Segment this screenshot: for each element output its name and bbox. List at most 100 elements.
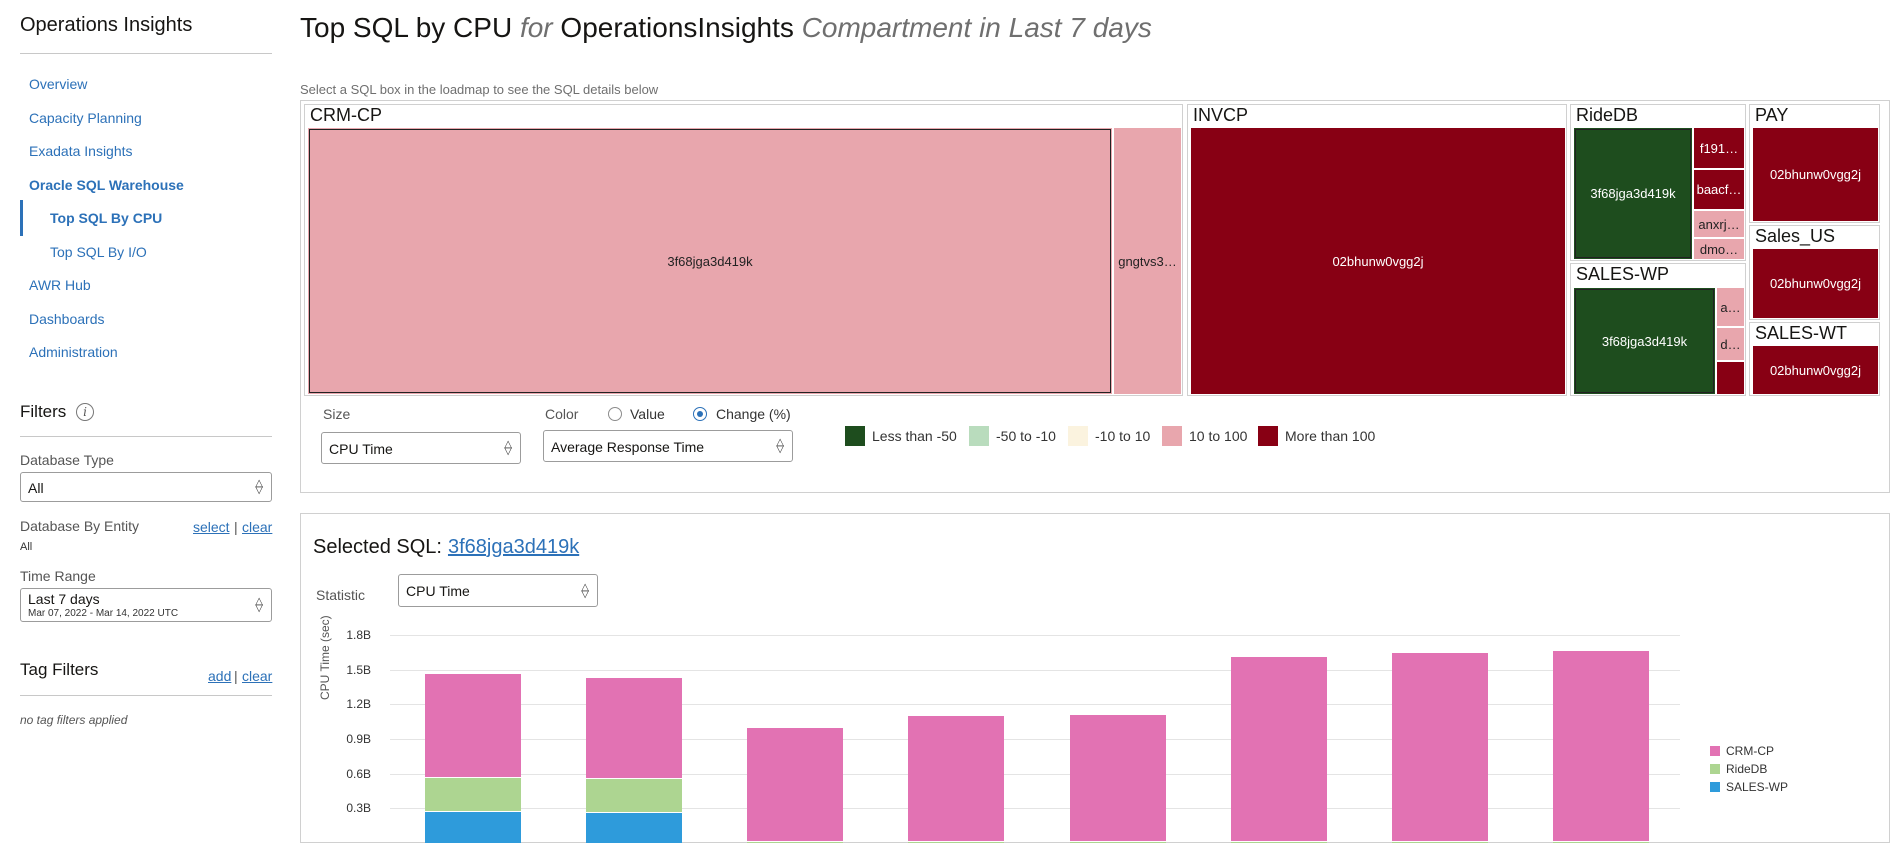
treemap-cell[interactable]: d… — [1716, 327, 1745, 361]
divider — [20, 53, 272, 54]
nav-awr-hub[interactable]: AWR Hub — [29, 277, 91, 293]
chart-legend-label[interactable]: SALES-WP — [1726, 780, 1789, 794]
treemap-cell[interactable]: 02bhunw0vgg2j — [1190, 127, 1566, 395]
bar-segment-crm-cp[interactable] — [747, 727, 844, 841]
db-entity-label: Database By Entity — [20, 518, 140, 534]
chevron-updown-icon: △ ▽ — [504, 439, 512, 457]
bar-segment-sales-wp[interactable] — [424, 810, 521, 843]
filters-title: Filters — [20, 402, 67, 421]
chart-legend-swatch — [1710, 764, 1720, 774]
treemap-cell[interactable]: 3f68jga3d419k — [1573, 287, 1716, 395]
db-entity-value: All — [20, 541, 33, 553]
bar-segment-crm-cp[interactable] — [1392, 652, 1489, 841]
legend-swatch — [969, 426, 989, 446]
tag-add-link[interactable]: add — [208, 668, 232, 684]
y-tick-label: 0.9B — [346, 732, 371, 746]
db-entity-select-link[interactable]: select — [193, 519, 230, 535]
db-type-select[interactable]: All △ ▽ — [20, 472, 272, 502]
nav-top-sql-by-cpu[interactable]: Top SQL By CPU — [50, 210, 163, 226]
active-nav-indicator — [20, 200, 23, 236]
treemap-cell[interactable]: a… — [1716, 287, 1745, 327]
size-value: CPU Time — [329, 441, 393, 457]
chart-legend-label[interactable]: RideDB — [1726, 762, 1768, 776]
treemap-cell[interactable]: 3f68jga3d419k — [307, 127, 1113, 395]
treemap-group-invcp: INVCP 02bhunw0vgg2j — [1187, 104, 1567, 396]
bar-segment-crm-cp[interactable] — [1230, 655, 1327, 841]
legend-swatch — [845, 426, 865, 446]
title-compartment: OperationsInsights — [560, 12, 794, 43]
time-range-select[interactable]: Last 7 days Mar 07, 2022 - Mar 14, 2022 … — [20, 588, 272, 622]
treemap-cell[interactable]: f191… — [1693, 127, 1745, 169]
size-select[interactable]: CPU Time △ ▽ — [321, 432, 521, 464]
bar-segment-crm-cp[interactable] — [1553, 650, 1650, 841]
group-label: CRM-CP — [310, 105, 382, 125]
db-type-value: All — [28, 480, 44, 496]
bar-segment-sales-wp[interactable] — [585, 811, 682, 843]
legend-swatch — [1162, 426, 1182, 446]
legend-label: More than 100 — [1285, 428, 1376, 444]
legend-label: -50 to -10 — [996, 428, 1056, 444]
treemap-group-pay: PAY 02bhunw0vgg2j — [1749, 104, 1880, 223]
bar-segment-ridedb[interactable] — [585, 778, 682, 812]
treemap-cell[interactable]: baacf… — [1693, 169, 1745, 210]
legend-swatch — [1258, 426, 1278, 446]
selected-sql-link[interactable]: 3f68jga3d419k — [447, 536, 580, 558]
nav-administration[interactable]: Administration — [29, 344, 118, 360]
nav-top-sql-by-io[interactable]: Top SQL By I/O — [50, 244, 147, 260]
nav-dashboards[interactable]: Dashboards — [29, 311, 105, 327]
y-tick-label: 1.2B — [346, 697, 371, 712]
nav-capacity-planning[interactable]: Capacity Planning — [29, 110, 142, 126]
title-range: Compartment in Last 7 days — [801, 12, 1152, 43]
legend-label: Less than -50 — [872, 428, 957, 444]
bar-segment-crm-cp[interactable] — [908, 714, 1005, 841]
bar-segment-crm-cp[interactable] — [1069, 713, 1166, 841]
divider — [20, 436, 272, 437]
chevron-updown-icon: △ ▽ — [255, 596, 263, 614]
info-icon[interactable]: i — [76, 403, 94, 421]
bar-segment-crm-cp[interactable] — [585, 676, 682, 779]
treemap-cell[interactable] — [1716, 361, 1745, 395]
page-title: Top SQL by CPU for OperationsInsights Co… — [300, 12, 1152, 44]
nav-exadata-insights[interactable]: Exadata Insights — [29, 143, 133, 159]
gridline — [390, 635, 1680, 636]
tag-clear-link[interactable]: clear — [242, 668, 273, 684]
legend-label: -10 to 10 — [1095, 428, 1151, 444]
gridline — [390, 808, 1680, 810]
treemap-cell[interactable]: gngtvs3… — [1113, 127, 1182, 395]
bar-segment-crm-cp[interactable] — [424, 673, 521, 778]
chart-legend-swatch — [1710, 782, 1720, 792]
group-label: PAY — [1755, 105, 1789, 125]
radio-value[interactable] — [608, 407, 622, 421]
treemap-cell[interactable]: 02bhunw0vgg2j — [1752, 127, 1879, 222]
radio-change-percent[interactable] — [693, 407, 707, 421]
y-tick-label: 1.5B — [346, 662, 371, 677]
chevron-updown-icon: △ ▽ — [255, 478, 263, 496]
color-label: Color — [545, 406, 579, 422]
gridline — [390, 704, 1680, 706]
legend-label: 10 to 100 — [1189, 428, 1248, 444]
treemap-cell[interactable]: 3f68jga3d419k — [1573, 127, 1693, 260]
db-entity-clear-link[interactable]: clear — [242, 519, 273, 535]
statistic-label: Statistic — [316, 587, 366, 603]
no-tags-note: no tag filters applied — [20, 713, 128, 727]
gridline — [390, 773, 1680, 775]
bar-segment-ridedb[interactable] — [424, 777, 521, 811]
group-label: Sales_US — [1755, 226, 1836, 246]
group-label: SALES-WP — [1576, 264, 1670, 284]
treemap-cell[interactable]: 02bhunw0vgg2j — [1752, 345, 1879, 395]
radio-value-label: Value — [630, 406, 665, 422]
nav-overview[interactable]: Overview — [29, 76, 88, 92]
tag-filters-title: Tag Filters — [20, 660, 99, 679]
statistic-select[interactable]: CPU Time △ ▽ — [398, 574, 598, 607]
treemap-cell[interactable]: anxrj… — [1693, 210, 1745, 238]
gridline — [390, 739, 1680, 740]
chart-legend-label[interactable]: CRM-CP — [1726, 744, 1774, 758]
color-select[interactable]: Average Response Time △ ▽ — [543, 430, 793, 462]
treemap-cell[interactable]: 02bhunw0vgg2j — [1752, 248, 1879, 319]
selected-sql-heading: Selected SQL: 3f68jga3d419k — [313, 536, 579, 559]
y-axis-label: CPU Time (sec) — [318, 615, 332, 700]
treemap-cell[interactable]: dmo… — [1693, 238, 1745, 260]
nav-oracle-sql-warehouse[interactable]: Oracle SQL Warehouse — [29, 177, 184, 193]
time-range-value: Last 7 days — [28, 591, 100, 607]
treemap-group-sales-wt: SALES-WT 02bhunw0vgg2j — [1749, 322, 1880, 396]
